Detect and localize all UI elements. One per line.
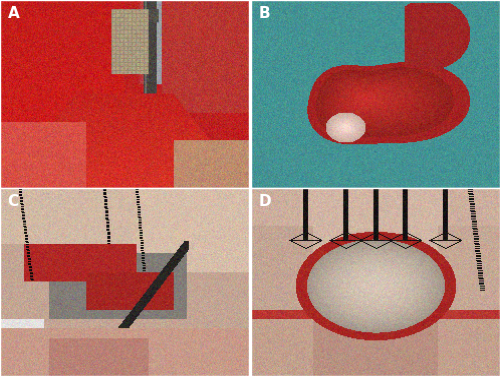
- Text: D: D: [258, 194, 271, 209]
- Text: A: A: [8, 6, 19, 21]
- Text: B: B: [258, 6, 270, 21]
- Text: C: C: [8, 194, 18, 209]
